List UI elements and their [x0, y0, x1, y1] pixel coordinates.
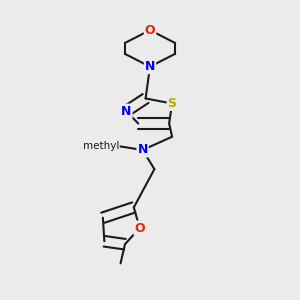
Text: N: N: [137, 143, 148, 157]
Text: N: N: [145, 60, 155, 73]
Text: N: N: [121, 105, 132, 118]
Text: S: S: [168, 97, 177, 110]
Text: O: O: [145, 24, 155, 37]
Text: methyl: methyl: [83, 142, 119, 152]
Text: O: O: [134, 221, 145, 235]
